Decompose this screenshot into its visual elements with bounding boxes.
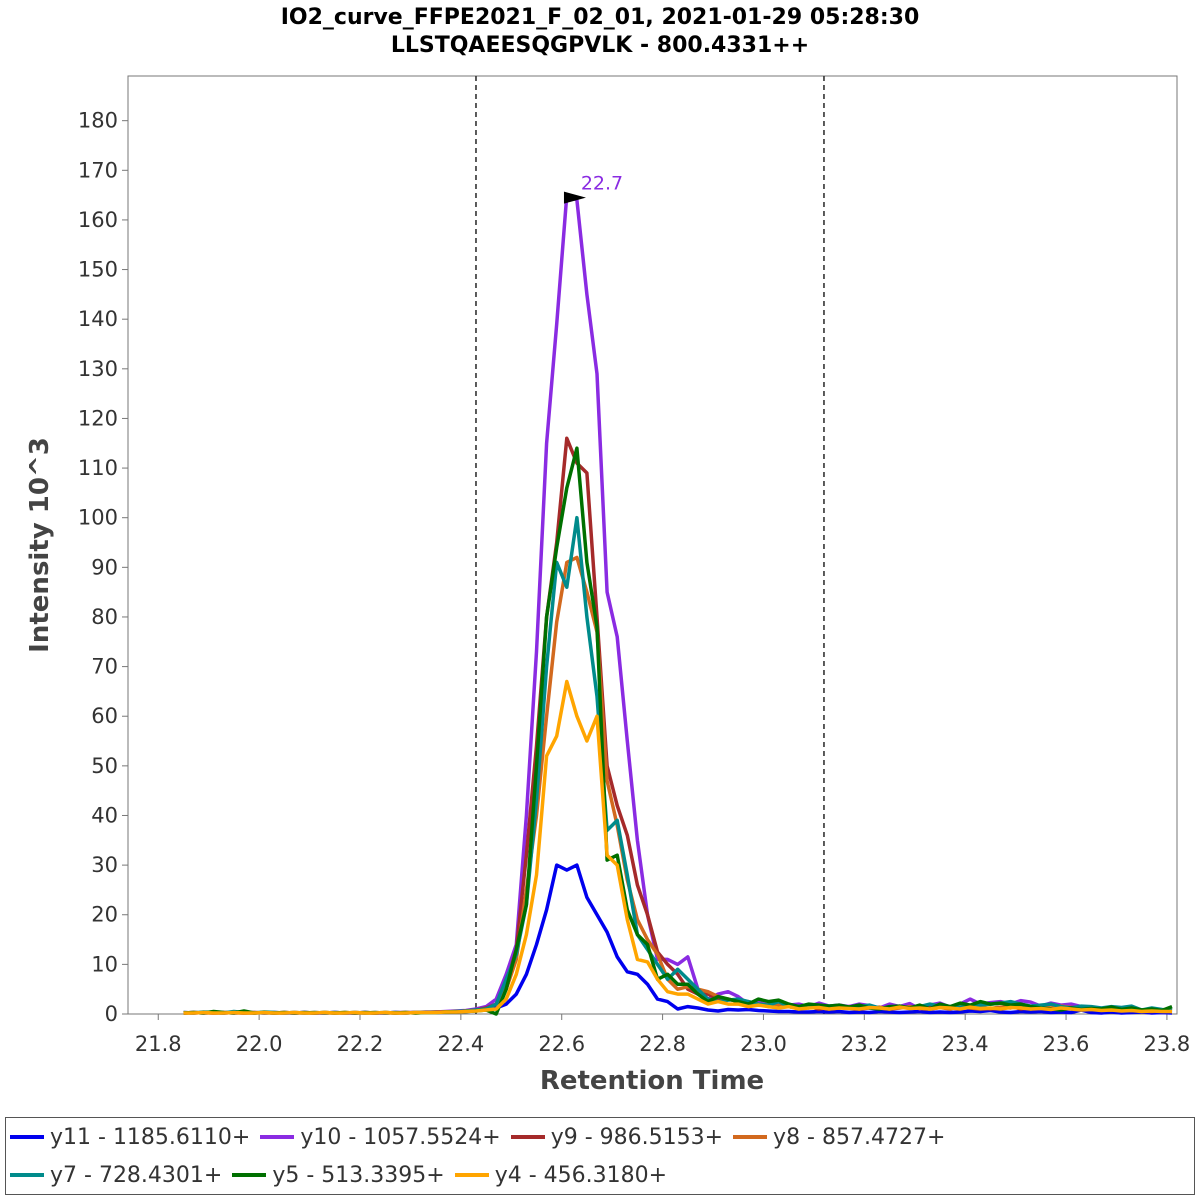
y-tick-label: 130 bbox=[78, 357, 118, 381]
legend-swatch bbox=[260, 1135, 295, 1139]
y-tick-label: 80 bbox=[91, 605, 118, 629]
y-tick-label: 170 bbox=[78, 158, 118, 182]
legend-swatch bbox=[10, 1135, 44, 1139]
legend-swatch bbox=[232, 1173, 267, 1177]
plot-area bbox=[127, 75, 1178, 1015]
y-tick-label: 90 bbox=[91, 555, 118, 579]
y-tick-label: 40 bbox=[91, 803, 118, 827]
y-tick-label: 100 bbox=[78, 506, 118, 530]
x-tick-label: 23.4 bbox=[942, 1032, 989, 1056]
peak-boundaries bbox=[475, 76, 825, 1014]
legend-swatch bbox=[454, 1173, 489, 1177]
y-tick-label: 110 bbox=[78, 456, 118, 480]
chart-svg: IO2_curve_FFPE2021_F_02_01, 2021-01-29 0… bbox=[25, 5, 1190, 1096]
y-tick-label: 160 bbox=[78, 208, 118, 232]
legend-item: y4 - 456.3180+ bbox=[454, 1162, 668, 1188]
legend-item: y7 - 728.4301+ bbox=[10, 1163, 222, 1188]
x-tick-label: 22.8 bbox=[639, 1032, 686, 1056]
x-tick-label: 22.0 bbox=[236, 1032, 283, 1056]
legend-label: y8 - 857.4727+ bbox=[773, 1124, 946, 1150]
chart-subtitle: LLSTQAEESQGPVLK - 800.4331++ bbox=[391, 33, 809, 58]
y-tick-label: 70 bbox=[91, 655, 118, 679]
legend-swatch bbox=[733, 1135, 768, 1139]
y-tick-label: 30 bbox=[91, 853, 118, 877]
x-axis-label: Retention Time bbox=[540, 1066, 764, 1096]
y-tick-label: 180 bbox=[78, 109, 118, 133]
legend-item: y10 - 1057.5524+ bbox=[260, 1124, 501, 1150]
series-layer bbox=[183, 193, 1173, 1016]
x-tick-label: 23.2 bbox=[841, 1032, 888, 1056]
legend-label: y10 - 1057.5524+ bbox=[300, 1124, 501, 1150]
legend-label: y9 - 986.5153+ bbox=[550, 1124, 724, 1150]
y-tick-label: 0 bbox=[105, 1002, 118, 1026]
y-tick-label: 60 bbox=[91, 704, 118, 728]
legend-item: y5 - 513.3395+ bbox=[232, 1162, 445, 1188]
legend: y11 - 1185.6110+ y10 - 1057.5524+ y9 - 986… bbox=[5, 1117, 1195, 1195]
legend-label: y11 - 1185.6110+ bbox=[50, 1124, 251, 1150]
chart-title: IO2_curve_FFPE2021_F_02_01, 2021-01-29 0… bbox=[281, 5, 920, 30]
legend-label: y5 - 513.3395+ bbox=[272, 1162, 445, 1188]
peak-arrow bbox=[563, 191, 586, 204]
legend-row: y11 - 1185.6110+ y10 - 1057.5524+ y9 - 986… bbox=[10, 1119, 955, 1155]
legend-swatch bbox=[510, 1135, 545, 1139]
x-tick-label: 22.2 bbox=[337, 1032, 384, 1056]
peak-annotation: 22.7 bbox=[563, 173, 623, 204]
y-axis-label: Intensity 10^3 bbox=[25, 437, 55, 653]
x-tick-label: 23.8 bbox=[1144, 1032, 1191, 1056]
legend-label: y7 - 728.4301+ bbox=[50, 1162, 223, 1188]
y-tick-label: 150 bbox=[78, 258, 118, 282]
legend-swatch bbox=[10, 1173, 44, 1177]
y-axis: 0 10 20 30 40 50 60 70 80 90 100 110 120 130 140 150 160… bbox=[78, 109, 128, 1026]
y-tick-label: 50 bbox=[91, 754, 118, 778]
y-tick-label: 120 bbox=[78, 406, 118, 430]
peak-label: 22.7 bbox=[581, 173, 623, 195]
x-tick-label: 23.6 bbox=[1043, 1032, 1090, 1056]
legend-item: y9 - 986.5153+ bbox=[510, 1124, 724, 1150]
legend-label: y4 - 456.3180+ bbox=[494, 1162, 668, 1188]
x-tick-label: 22.6 bbox=[538, 1032, 585, 1056]
x-axis: 21.8 22.0 22.2 22.4 22.6 22.8 23.0 23.2 23.4 23.6… bbox=[135, 1014, 1190, 1056]
x-tick-label: 22.4 bbox=[437, 1032, 484, 1056]
y-tick-label: 140 bbox=[78, 307, 118, 331]
y-tick-label: 10 bbox=[91, 952, 118, 976]
y-tick-label: 20 bbox=[91, 903, 118, 927]
x-tick-label: 21.8 bbox=[135, 1032, 182, 1056]
series-line-y4 bbox=[183, 679, 1172, 1015]
x-tick-label: 23.0 bbox=[740, 1032, 787, 1056]
legend-item: y8 - 857.4727+ bbox=[733, 1125, 945, 1150]
legend-row: y7 - 728.4301+ y5 - 513.3395+ y4 - 456.318… bbox=[10, 1157, 677, 1193]
legend-item: y11 - 1185.6110+ bbox=[10, 1125, 250, 1150]
